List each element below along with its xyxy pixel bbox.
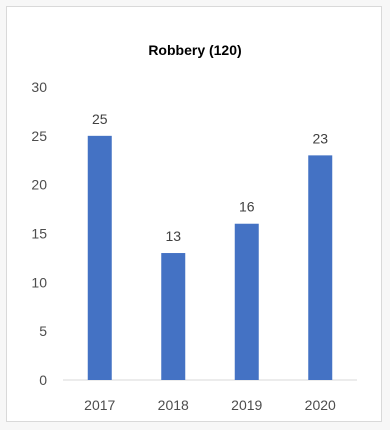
data-label-2017: 25 [92, 111, 108, 127]
y-tick-label: 5 [39, 323, 47, 339]
x-tick-label-2017: 2017 [84, 397, 115, 413]
data-label-2019: 16 [239, 199, 255, 215]
x-tick-label-2018: 2018 [158, 397, 189, 413]
bar-2018 [161, 253, 186, 380]
y-tick-label: 0 [39, 372, 47, 388]
y-tick-label: 30 [31, 79, 47, 95]
y-tick-label: 15 [31, 226, 47, 242]
bar-2017 [87, 135, 112, 380]
y-tick-label: 10 [31, 274, 47, 290]
y-tick-label: 20 [31, 177, 47, 193]
chart-title: Robbery (120) [148, 42, 242, 58]
x-tick-label-2020: 2020 [305, 397, 336, 413]
bar-chart: 0 5 10 15 20 25 30 25 2017 13 2018 16 2019 23 2020 [31, 79, 357, 413]
chart-card: Robbery (120) 0 5 10 15 20 25 30 25 2017 13 2018 16… [6, 6, 382, 422]
data-label-2018: 13 [165, 228, 181, 244]
data-label-2020: 23 [312, 130, 328, 146]
x-tick-label-2019: 2019 [231, 397, 262, 413]
y-tick-label: 25 [31, 128, 47, 144]
bar-2019 [234, 223, 259, 380]
bar-2020 [308, 155, 333, 380]
